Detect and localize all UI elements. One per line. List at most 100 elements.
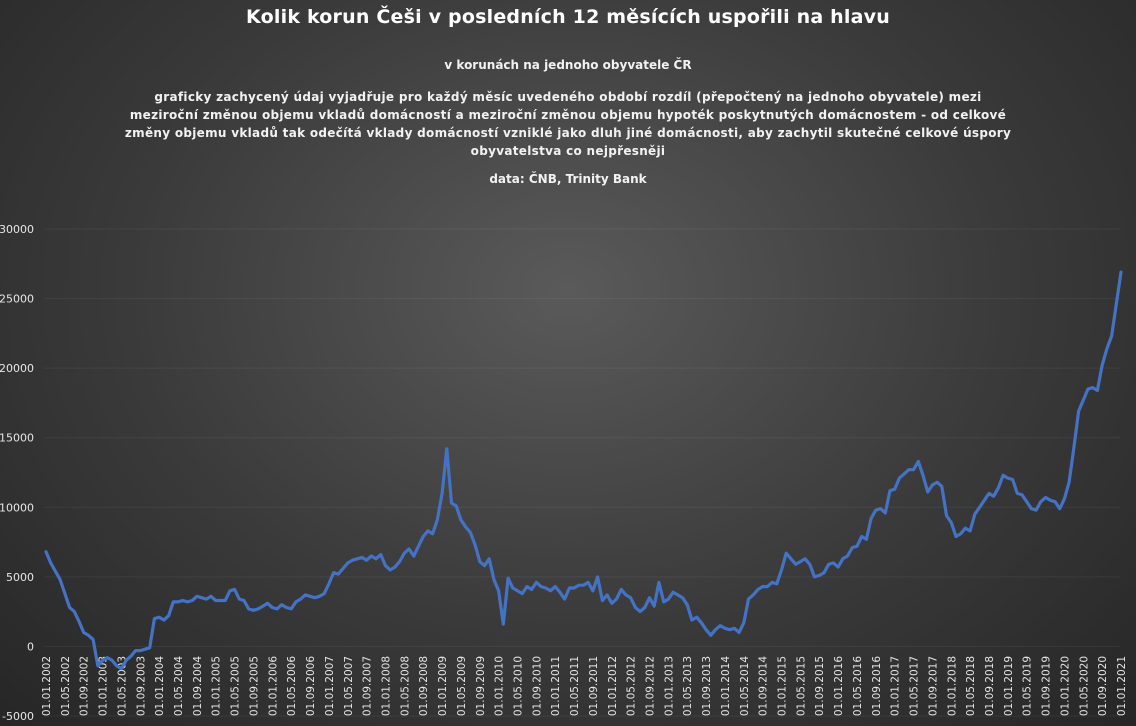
data-point	[625, 594, 627, 596]
data-point	[512, 587, 514, 589]
data-point	[92, 639, 94, 641]
data-point	[286, 607, 288, 609]
data-point	[333, 572, 335, 574]
data-point	[1021, 494, 1023, 496]
data-point	[564, 598, 566, 600]
data-point	[418, 545, 420, 547]
data-point	[903, 473, 905, 475]
x-tick-label: 01.05.2004	[173, 656, 185, 716]
x-tick-label: 01.05.2005	[230, 656, 242, 716]
data-point	[460, 519, 462, 521]
data-point	[757, 588, 759, 590]
data-point	[1078, 410, 1080, 412]
data-point	[64, 593, 66, 595]
data-point	[686, 604, 688, 606]
x-tick-label: 01.05.2007	[343, 656, 355, 716]
x-tick-label: 01.05.2008	[399, 656, 411, 716]
data-point	[54, 570, 56, 572]
data-point	[639, 611, 641, 613]
data-point	[408, 548, 410, 550]
x-tick-label: 01.01.2011	[550, 656, 562, 716]
data-point	[964, 527, 966, 529]
data-point	[257, 608, 259, 610]
data-point	[875, 509, 877, 511]
data-point	[1120, 271, 1122, 273]
data-point	[799, 561, 801, 563]
data-point	[73, 611, 75, 613]
data-point	[201, 597, 203, 599]
x-tick-label: 01.05.2017	[909, 656, 921, 716]
data-point	[795, 563, 797, 565]
data-point	[696, 616, 698, 618]
data-point	[597, 576, 599, 578]
data-point	[969, 530, 971, 532]
data-point	[1012, 479, 1014, 481]
x-tick-label: 01.01.2010	[494, 656, 506, 716]
x-tick-label: 01.05.2012	[626, 656, 638, 716]
data-point	[224, 600, 226, 602]
data-point	[814, 576, 816, 578]
data-point	[78, 620, 80, 622]
data-point	[521, 593, 523, 595]
data-point	[281, 604, 283, 606]
data-point	[592, 590, 594, 592]
data-point	[1045, 497, 1047, 499]
x-tick-label: 01.01.2018	[946, 656, 958, 716]
x-tick-label: 01.09.2008	[418, 656, 430, 716]
x-tick-label: 01.05.2010	[512, 656, 524, 716]
data-point	[120, 668, 122, 670]
x-tick-label: 01.09.2017	[927, 656, 939, 716]
data-point	[894, 488, 896, 490]
chart-subtitle: v korunách na jednoho obyvatele ČR	[444, 58, 692, 72]
x-tick-label: 01.01.2009	[437, 656, 449, 716]
data-point	[125, 659, 127, 661]
x-tick-label: 01.05.2002	[60, 656, 72, 716]
x-tick-label: 01.05.2006	[286, 656, 298, 716]
data-point	[545, 587, 547, 589]
data-point	[719, 625, 721, 627]
data-point	[649, 597, 651, 599]
data-point	[253, 609, 255, 611]
data-point	[946, 515, 948, 517]
data-point	[337, 573, 339, 575]
data-point	[1111, 335, 1113, 337]
series-line	[44, 270, 1123, 671]
data-point	[913, 469, 915, 471]
x-tick-label: 01.09.2016	[871, 656, 883, 716]
data-point	[583, 584, 585, 586]
data-point	[69, 607, 71, 609]
data-point	[1087, 388, 1089, 390]
data-point	[271, 607, 273, 609]
data-point	[634, 607, 636, 609]
data-point	[479, 561, 481, 563]
x-tick-label: 01.05.2003	[116, 656, 128, 716]
data-point	[290, 608, 292, 610]
x-tick-label: 01.09.2006	[305, 656, 317, 716]
data-point	[191, 600, 193, 602]
data-point	[1101, 364, 1103, 366]
data-point	[997, 487, 999, 489]
x-tick-label: 01.05.2009	[456, 656, 468, 716]
data-point	[1040, 501, 1042, 503]
series-layer	[44, 270, 1123, 671]
data-point	[441, 492, 443, 494]
data-point	[818, 575, 820, 577]
data-point	[366, 559, 368, 561]
data-point	[135, 650, 137, 652]
data-point	[465, 526, 467, 528]
y-tick-label: -5000	[2, 710, 34, 723]
data-point	[526, 586, 528, 588]
data-point	[234, 588, 236, 590]
data-point	[59, 579, 61, 581]
data-point	[50, 562, 52, 564]
x-tick-label: 01.09.2002	[79, 656, 91, 716]
data-point	[832, 562, 834, 564]
x-tick-label: 01.09.2013	[701, 656, 713, 716]
data-point	[451, 502, 453, 504]
x-tick-label: 01.05.2020	[1078, 656, 1090, 716]
x-tick-label: 01.09.2019	[1041, 656, 1053, 716]
data-point	[300, 598, 302, 600]
data-point	[186, 601, 188, 603]
y-tick-label: 15000	[0, 432, 34, 445]
